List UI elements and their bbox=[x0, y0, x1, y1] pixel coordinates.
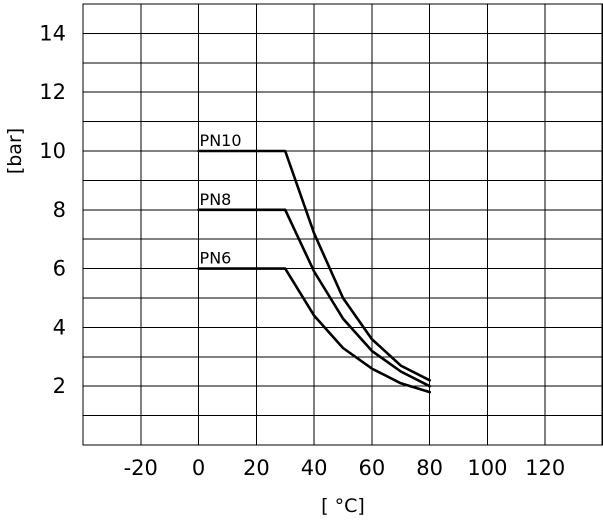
x-tick-label: 60 bbox=[359, 456, 386, 480]
x-tick-label: 40 bbox=[301, 456, 328, 480]
series-line-pn6 bbox=[197, 267, 431, 394]
x-tick-labels: -20 0 20 40 60 80 100 120 bbox=[124, 456, 566, 480]
series-label-pn8: PN8 bbox=[200, 190, 232, 209]
x-axis-label: [ °C] bbox=[321, 495, 365, 517]
series-label-pn10: PN10 bbox=[200, 131, 242, 150]
x-tick-label: 100 bbox=[467, 456, 507, 480]
y-tick-label: 12 bbox=[39, 80, 66, 104]
y-tick-label: 6 bbox=[53, 257, 66, 281]
y-tick-labels: 2 4 6 8 10 12 14 bbox=[39, 21, 66, 398]
y-tick-label: 8 bbox=[53, 198, 66, 222]
y-tick-label: 14 bbox=[39, 21, 66, 45]
y-tick-label: 4 bbox=[53, 315, 66, 339]
series-labels: PN10 PN8 PN6 bbox=[200, 131, 242, 268]
y-tick-label: 2 bbox=[53, 374, 66, 398]
series-label-pn6: PN6 bbox=[200, 249, 232, 268]
x-tick-label: 80 bbox=[416, 456, 443, 480]
x-tick-label: 0 bbox=[192, 456, 205, 480]
plot-frame bbox=[82, 3, 603, 446]
x-tick-label: -20 bbox=[124, 456, 158, 480]
series-curves bbox=[197, 149, 431, 394]
x-tick-label: 120 bbox=[525, 456, 565, 480]
y-axis-label: [bar] bbox=[4, 128, 26, 174]
x-tick-label: 20 bbox=[243, 456, 270, 480]
y-tick-label: 10 bbox=[39, 139, 66, 163]
grid bbox=[82, 3, 603, 446]
series-line-pn8 bbox=[197, 208, 431, 388]
series-line-pn10 bbox=[197, 149, 431, 382]
